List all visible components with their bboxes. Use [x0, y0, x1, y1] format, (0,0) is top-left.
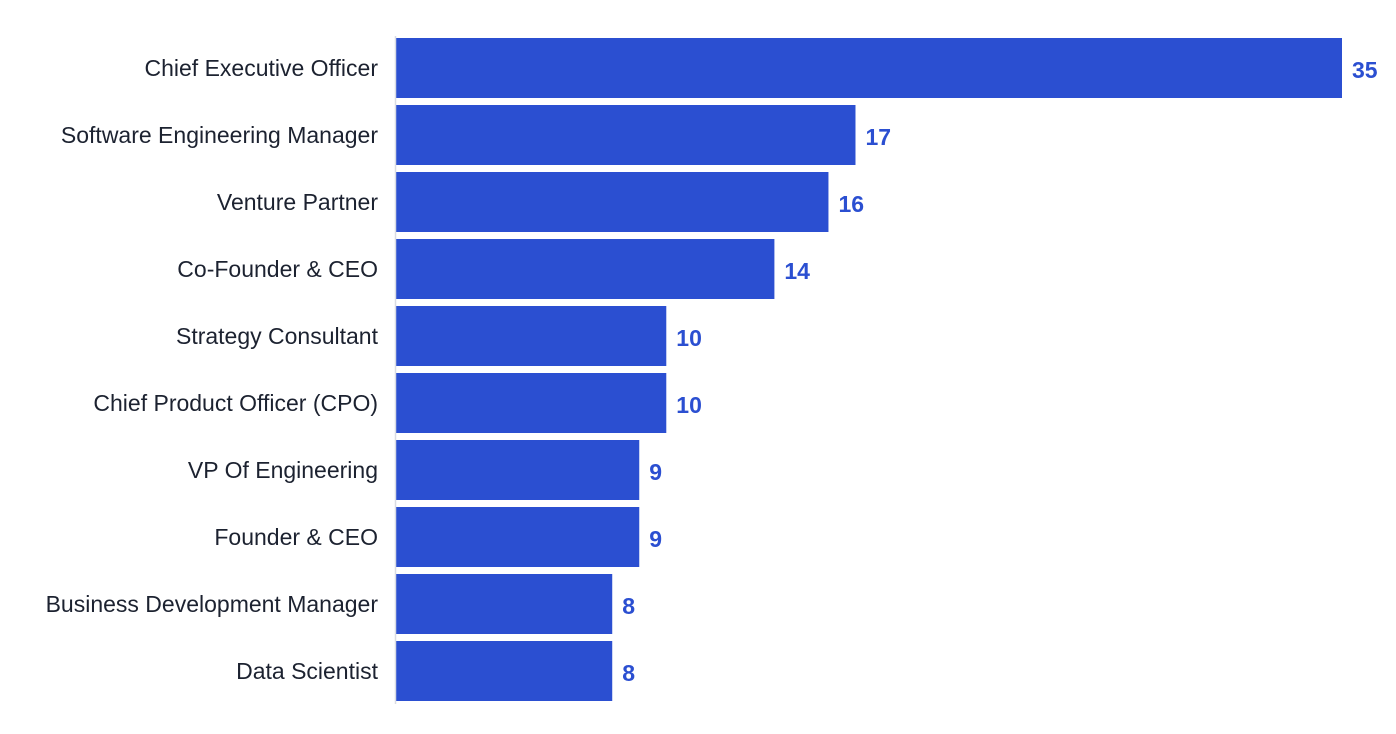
bar — [396, 172, 829, 232]
bar — [396, 105, 856, 165]
bar — [396, 574, 613, 634]
value-label: 8 — [622, 593, 635, 619]
category-label: Chief Executive Officer — [144, 55, 378, 81]
category-label: Venture Partner — [217, 189, 378, 215]
bar — [396, 373, 667, 433]
category-labels: Chief Executive Officer Software Engineer… — [46, 55, 379, 684]
bar — [396, 440, 640, 500]
category-label: VP Of Engineering — [188, 457, 378, 483]
bars-layer — [396, 38, 1342, 701]
value-labels: 35 17 16 14 10 10 9 9 8 8 — [622, 57, 1378, 686]
bar — [396, 507, 640, 567]
value-label: 10 — [676, 325, 702, 351]
bar — [396, 38, 1342, 98]
bar — [396, 239, 775, 299]
category-label: Founder & CEO — [214, 524, 378, 550]
value-label: 35 — [1352, 57, 1378, 83]
category-label: Data Scientist — [236, 658, 379, 684]
value-label: 14 — [784, 258, 810, 284]
bar — [396, 306, 667, 366]
value-label: 9 — [649, 459, 662, 485]
category-label: Co-Founder & CEO — [177, 256, 378, 282]
category-label: Strategy Consultant — [176, 323, 379, 349]
category-label: Chief Product Officer (CPO) — [93, 390, 378, 416]
category-label: Business Development Manager — [46, 591, 379, 617]
value-label: 17 — [865, 124, 891, 150]
bar — [396, 641, 613, 701]
value-label: 9 — [649, 526, 662, 552]
value-label: 16 — [838, 191, 864, 217]
value-label: 10 — [676, 392, 702, 418]
category-label: Software Engineering Manager — [61, 122, 378, 148]
value-label: 8 — [622, 660, 635, 686]
